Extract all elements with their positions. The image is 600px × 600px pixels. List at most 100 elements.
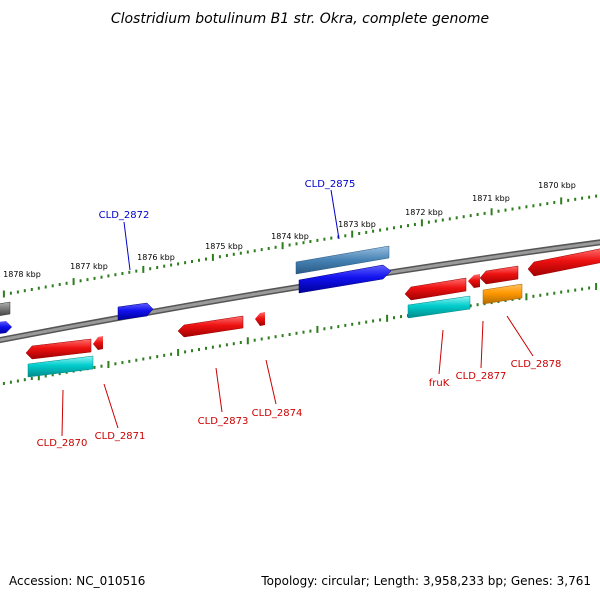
upper-tick-major [351, 230, 354, 238]
upper-tick-minor [462, 215, 465, 219]
kbp-label-1872: 1872 kbp [405, 208, 443, 217]
upper-tick-major [211, 253, 214, 261]
kbp-label-1870: 1870 kbp [538, 181, 576, 190]
upper-tick-minor [218, 255, 221, 259]
gene-label-fruk: fruK [429, 378, 450, 389]
upper-tick-major [2, 290, 5, 298]
upper-tick-minor [44, 285, 47, 289]
lower-tick-minor [184, 350, 187, 354]
upper-tick-minor [469, 214, 472, 218]
gene-red-small-2876 [468, 274, 480, 288]
lower-tick-minor [574, 288, 577, 292]
upper-tick-minor [379, 228, 382, 232]
gene-label-cld-2870: CLD_2870 [37, 438, 88, 449]
lower-tick-minor [142, 357, 145, 361]
upper-tick-minor [253, 249, 256, 253]
lower-tick-minor [198, 348, 200, 351]
lower-tick-minor [539, 293, 542, 297]
gene-cld-2871 [93, 336, 103, 350]
lower-tick-minor [253, 338, 256, 342]
gene-label-cld-2877: CLD_2877 [456, 371, 507, 382]
gene-cld-2877-red [479, 265, 519, 285]
lower-tick-minor [337, 325, 340, 329]
upper-tick-minor [239, 251, 242, 255]
lower-tick-minor [128, 359, 131, 363]
upper-tick-minor [225, 254, 228, 257]
gene-label-cld-2874: CLD_2874 [252, 408, 303, 419]
lower-tick-minor [225, 343, 228, 347]
upper-tick-minor [65, 281, 68, 285]
lower-tick-major [316, 325, 319, 333]
leader-cld-2874 [265, 359, 277, 405]
upper-tick-minor [37, 286, 40, 290]
upper-tick-minor [149, 267, 152, 271]
lower-tick-major [177, 349, 180, 356]
leader-fruk [438, 329, 444, 375]
upper-tick-minor [86, 278, 89, 282]
lower-tick-minor [170, 352, 173, 356]
leader-cld-2878 [506, 315, 534, 357]
upper-tick-minor [588, 195, 591, 199]
upper-tick-minor [476, 213, 479, 216]
upper-tick-minor [267, 247, 270, 250]
upper-tick-major [490, 208, 493, 216]
lower-tick-major [107, 361, 110, 368]
upper-tick-minor [121, 272, 124, 275]
lower-tick-minor [546, 292, 549, 296]
lower-tick-minor [372, 319, 375, 323]
upper-tick-minor [30, 288, 33, 291]
lower-tick-minor [100, 364, 103, 368]
gene-cld-2874 [255, 312, 265, 326]
upper-tick-minor [260, 248, 263, 252]
upper-tick-minor [574, 197, 577, 201]
lower-tick-minor [288, 333, 291, 336]
upper-tick-minor [177, 262, 180, 266]
upper-tick-minor [274, 245, 277, 249]
lower-tick-minor [58, 372, 61, 376]
lower-tick-minor [30, 377, 33, 380]
lower-tick-major [246, 337, 249, 345]
upper-tick-minor [309, 240, 312, 243]
map-title: Clostridium botulinum B1 str. Okra, comp… [111, 11, 489, 27]
upper-tick-minor [344, 234, 347, 238]
leader-cld-2877 [480, 320, 484, 369]
lower-tick-minor [2, 382, 5, 385]
gene-blue-left-edge [0, 321, 12, 334]
gene-red-right-edge [527, 248, 600, 277]
lower-tick-minor [469, 304, 472, 308]
gene-fruk [407, 295, 471, 319]
gene-blue-2876 [298, 264, 392, 294]
lower-tick-minor [393, 316, 395, 320]
gene-label-cld-2871: CLD_2871 [95, 431, 146, 442]
gene-fruk-red [404, 277, 467, 301]
upper-tick-minor [51, 284, 54, 288]
lower-tick-minor [358, 321, 361, 325]
lower-tick-minor [476, 303, 479, 307]
upper-tick-minor [205, 257, 207, 261]
upper-tick-minor [525, 205, 528, 209]
lower-tick-minor [323, 327, 326, 331]
leader-cld-2871 [103, 383, 119, 429]
upper-tick-minor [316, 238, 319, 242]
upper-tick-minor [455, 216, 458, 220]
upper-tick-major [281, 242, 284, 250]
upper-tick-minor [497, 209, 500, 213]
leader-cld-2873 [215, 367, 223, 413]
upper-tick-minor [135, 269, 138, 273]
upper-tick-major [72, 278, 75, 286]
topology-text: Topology: circular; Length: 3,958,233 bp… [260, 574, 591, 588]
upper-tick-minor [23, 289, 26, 293]
upper-tick-minor [198, 258, 200, 262]
gene-cld-2878 [482, 283, 523, 305]
lower-tick-minor [295, 331, 298, 335]
upper-tick-minor [407, 224, 409, 228]
upper-tick-minor [386, 227, 389, 231]
upper-tick-minor [365, 230, 368, 234]
lower-tick-minor [211, 345, 214, 349]
lower-tick-minor [267, 336, 270, 340]
upper-tick-major [142, 265, 145, 273]
lower-tick-minor [351, 322, 354, 326]
lower-tick-major [386, 314, 389, 322]
lower-tick-minor [581, 287, 584, 291]
